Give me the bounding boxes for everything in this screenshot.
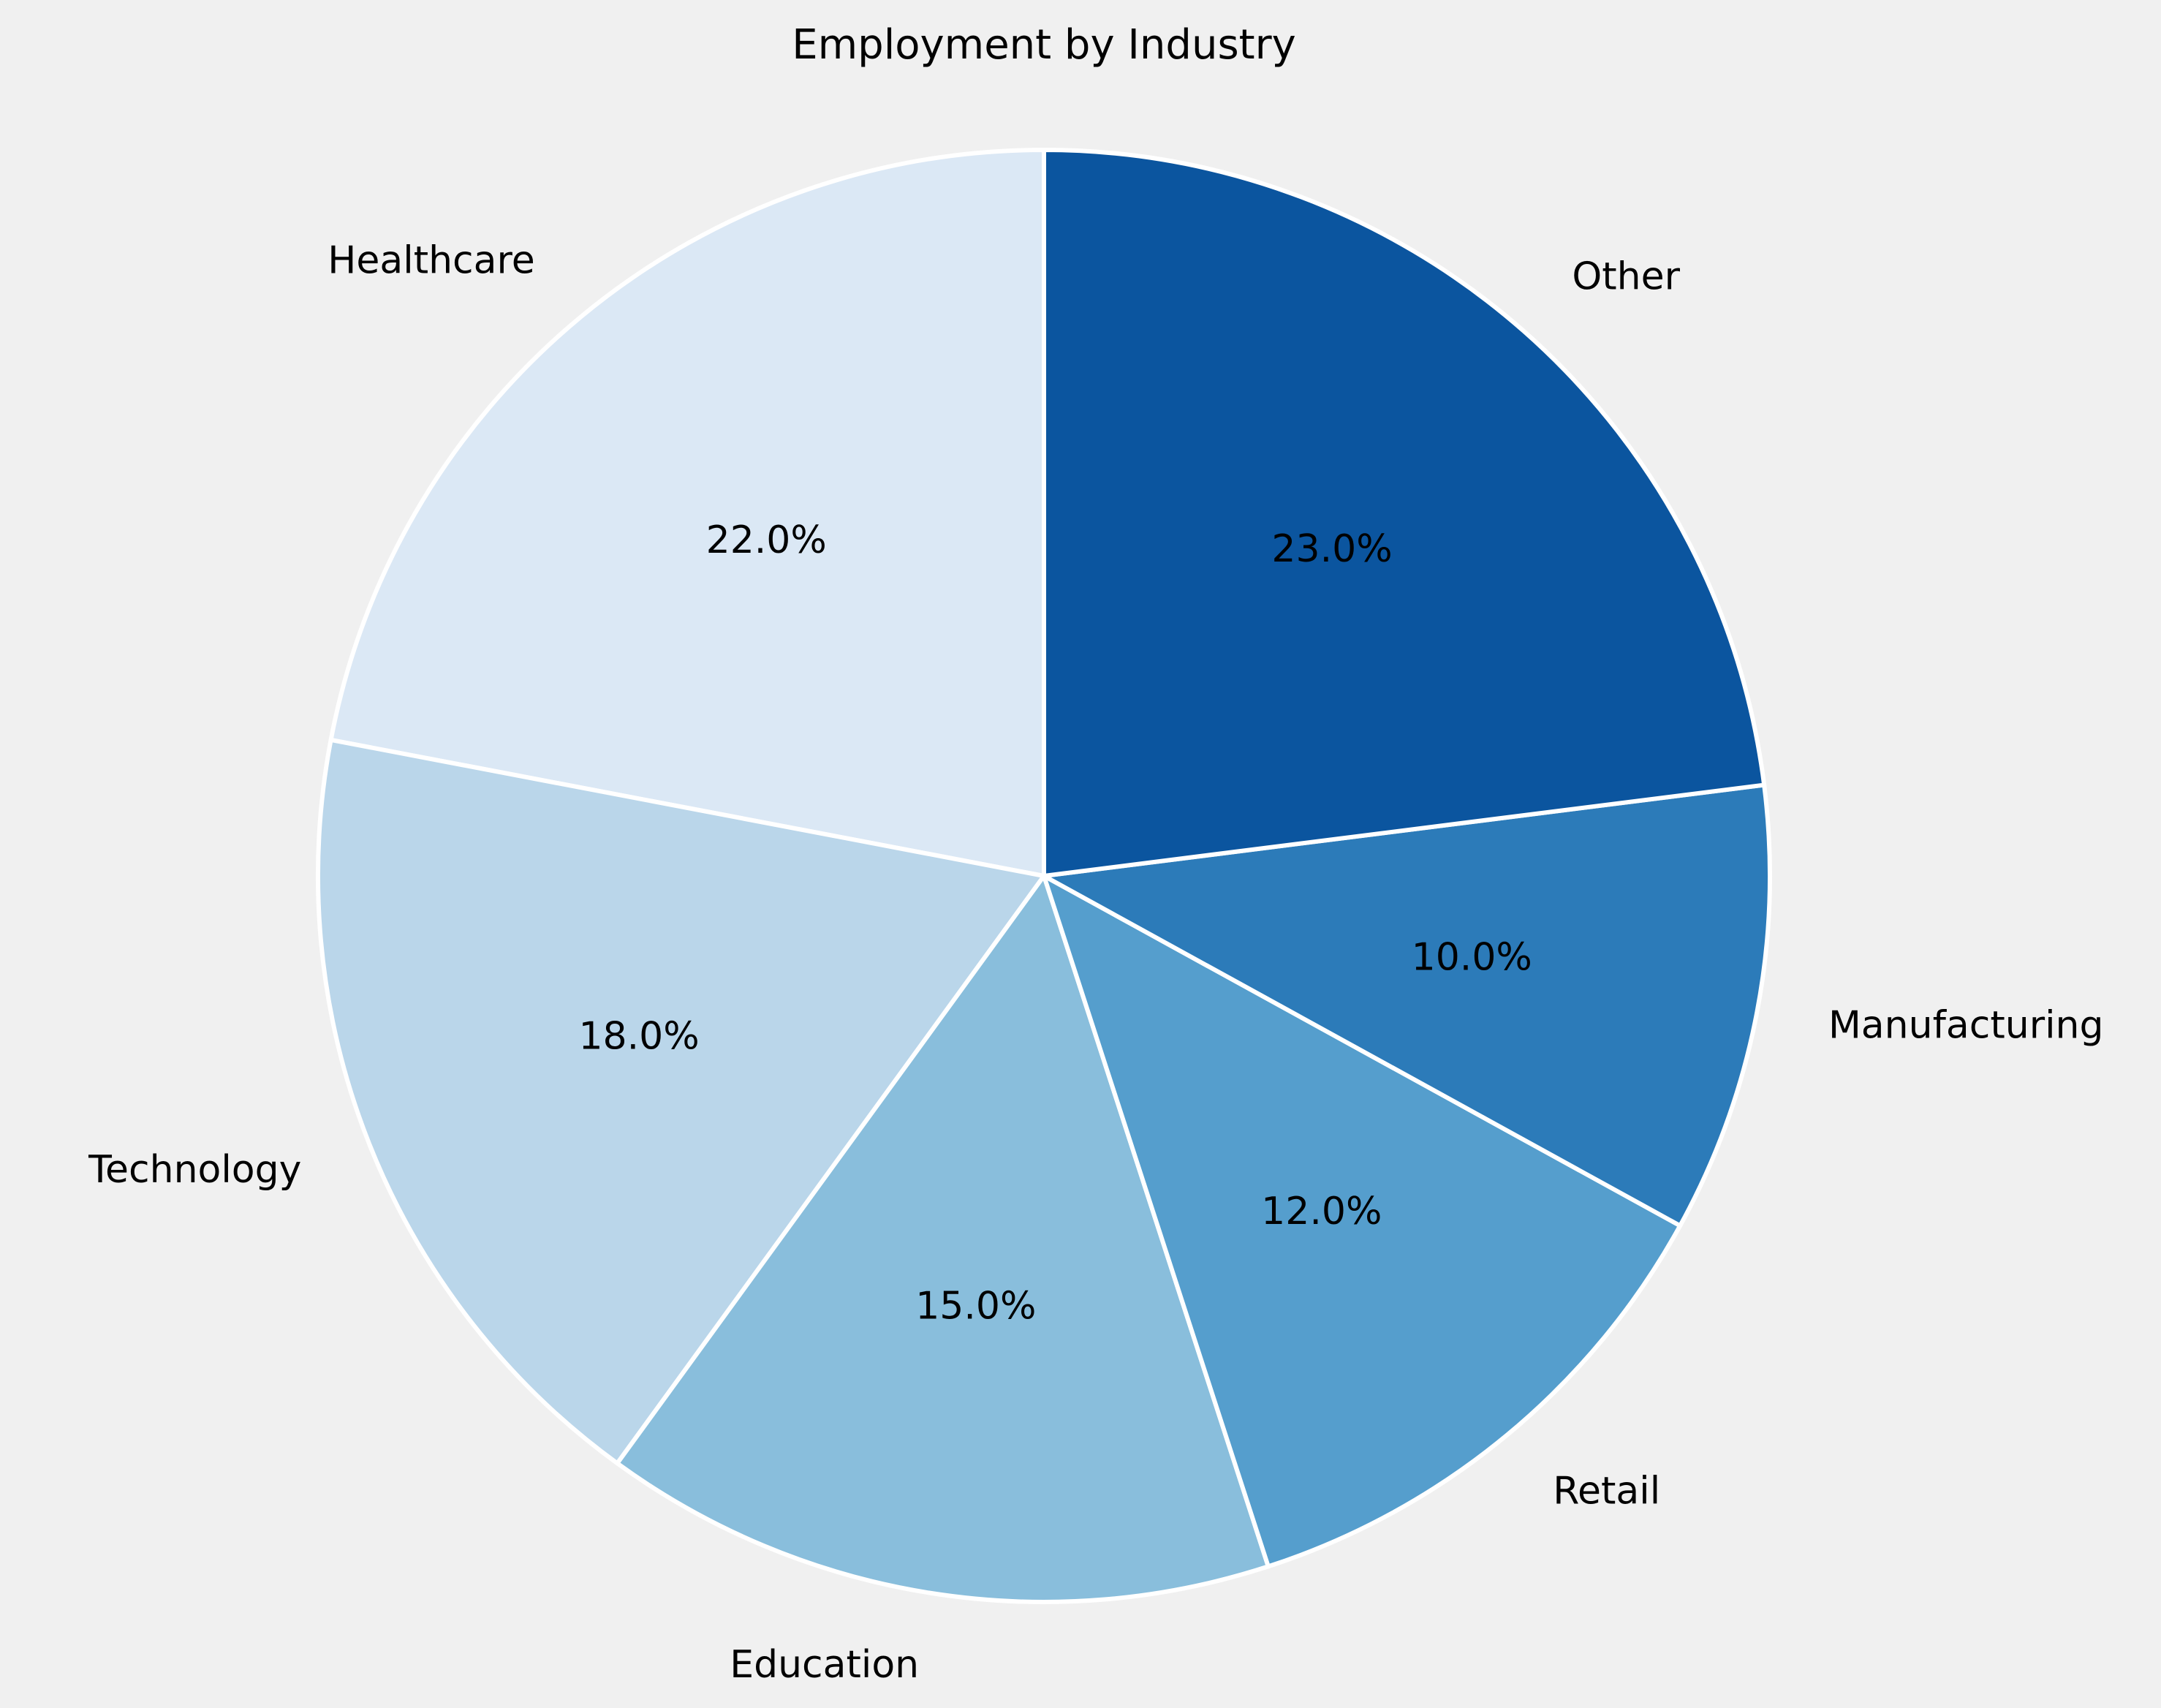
category-label-retail: Retail	[1553, 1470, 1660, 1514]
chart-title: Employment by Industry	[792, 21, 1296, 69]
percent-label-technology: 18.0%	[578, 1014, 699, 1058]
category-label-education: Education	[730, 1643, 919, 1687]
pie-slice-retail	[1042, 874, 1683, 1569]
category-label-technology: Technology	[88, 1148, 301, 1192]
pie-slices	[316, 148, 1772, 1604]
pie-slice-healthcare	[328, 148, 1046, 878]
percent-label-education: 15.0%	[915, 1284, 1036, 1328]
category-label-other: Other	[1572, 255, 1680, 299]
pie-slice-technology	[316, 737, 1046, 1466]
percent-label-healthcare: 22.0%	[706, 518, 827, 562]
category-label-healthcare: Healthcare	[328, 238, 534, 282]
pie-labels: 22.0% Healthcare 18.0% Technology 15.0% Educa…	[88, 238, 2103, 1686]
category-label-manufacturing: Manufacturing	[1828, 1004, 2104, 1048]
percent-label-retail: 12.0%	[1261, 1190, 1382, 1233]
pie-slice-education	[615, 874, 1271, 1604]
percent-label-other: 23.0%	[1271, 527, 1392, 571]
pie-slice-other	[1042, 148, 1767, 878]
pie-slice-manufacturing	[1042, 782, 1772, 1228]
percent-label-manufacturing: 10.0%	[1412, 936, 1532, 980]
